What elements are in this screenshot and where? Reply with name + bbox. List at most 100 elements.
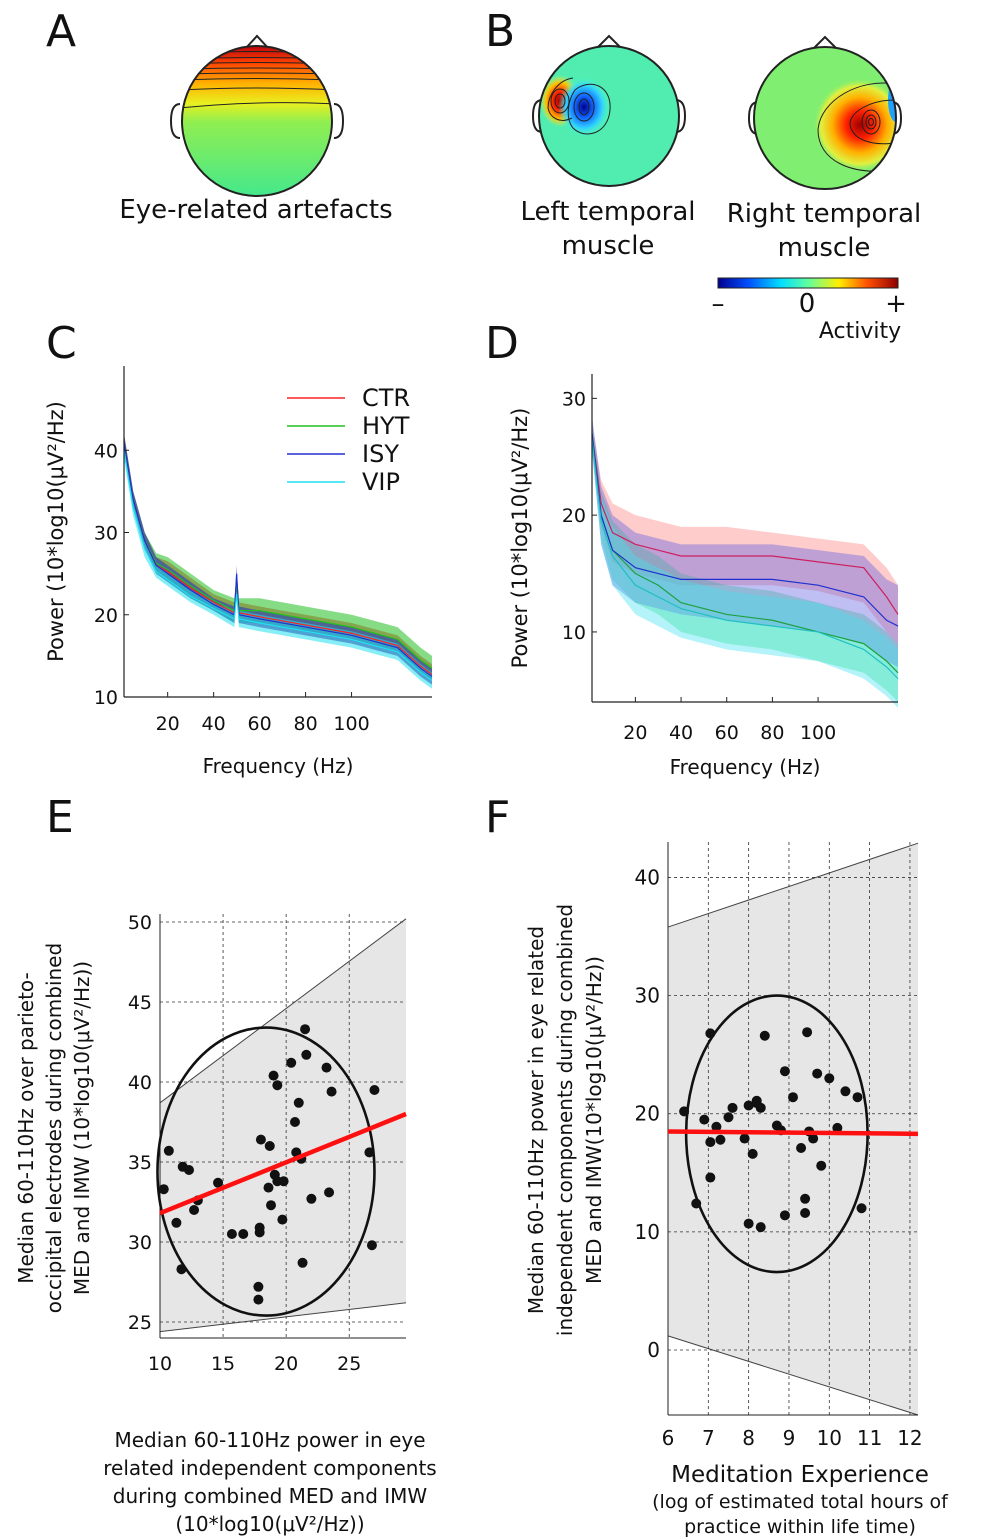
legend-label-ctr: CTR [362,384,410,412]
x-tick-label: 20 [274,1353,298,1375]
data-point [263,1182,274,1193]
x-axis-label: Meditation Experience [671,1462,929,1488]
y-tick-label: 10 [635,1220,660,1244]
data-point [163,1145,174,1156]
x-tick-label: 60 [715,722,739,744]
band-lower-edge [667,1335,919,1416]
x-tick-label: 8 [742,1426,755,1450]
y-axis-label-line-3: MED and IMW(10*log10(μV²/Hz)) [582,956,606,1284]
data-point [679,1106,690,1117]
data-point [711,1121,722,1132]
confidence-ellipse [156,1026,376,1317]
data-point [278,1176,289,1187]
data-point [743,1218,754,1229]
colorbar-gradient [717,277,899,289]
caption-eye-artefacts: Eye-related artefacts [119,195,392,225]
data-point [802,1027,813,1038]
caption-left-temporal-1: Left temporal [521,197,696,227]
data-point [691,1198,702,1209]
x-tick-label: 9 [783,1426,796,1450]
band-upper-edge [159,918,407,1104]
data-point [812,1068,823,1079]
data-point [800,1193,811,1204]
data-point [226,1229,237,1239]
data-point [800,1207,811,1218]
x-axis-label-line-1: Median 60-110Hz power in eye [114,1428,425,1452]
colorbar-label: Activity [819,319,901,344]
y-tick-label: 30 [635,984,660,1008]
band-upper-edge [667,842,919,928]
x-tick-label: 10 [148,1353,172,1375]
data-point [779,1066,790,1077]
caption-left-temporal-2: muscle [562,231,655,261]
data-point [364,1147,375,1158]
data-point [306,1193,317,1204]
x-axis-label-line-3: during combined MED and IMW [113,1484,428,1508]
y-tick-label: 30 [94,523,118,545]
data-point [277,1214,288,1225]
y-tick-label: 50 [128,912,152,934]
data-point [253,1281,264,1292]
data-point [832,1122,843,1133]
data-point [254,1227,265,1238]
data-point [268,1070,279,1081]
y-axis-label-line-2: occipital electrodes during combined [42,943,66,1313]
line-vip [123,450,433,682]
data-point [321,1062,332,1073]
colorbar-minus: – [712,289,725,319]
data-point [816,1160,827,1171]
y-tick-label: 10 [562,622,586,644]
data-point [755,1222,766,1233]
data-point [779,1210,790,1221]
legend-label-isy: ISY [362,440,399,468]
data-point [747,1148,758,1159]
data-point [286,1057,297,1068]
data-point [840,1086,851,1097]
data-point [723,1112,734,1123]
chart-f: 0 10 20 30 40 6 7 8 9 10 11 12 Median 60-110Hz power… [524,842,949,1538]
data-point [266,1200,277,1211]
data-point [699,1114,710,1125]
x-tick-label: 100 [333,713,369,735]
x-axis-label: Frequency (Hz) [203,754,354,778]
y-axis-label-line-2: independent components during combined [553,904,577,1336]
y-tick-label: 20 [94,605,118,627]
data-point [293,1097,304,1108]
caption-right-temporal-2: muscle [778,233,871,263]
x-axis-label-line-4: (10*log10(μV²/Hz)) [175,1512,364,1536]
x-tick-label: 25 [337,1353,361,1375]
y-tick-label: 30 [562,388,586,410]
confidence-band [160,918,406,1332]
band-vip [592,427,898,708]
x-tick-label: 100 [800,722,836,744]
y-tick-label: 40 [128,1072,152,1094]
x-tick-label: 11 [857,1426,882,1450]
data-point [369,1085,380,1095]
data-point [788,1092,798,1103]
band-hyt [592,421,898,702]
data-point [272,1080,283,1091]
data-point [297,1257,308,1268]
x-axis-sublabel-line-1: (log of estimated total hours of [652,1491,949,1513]
data-point [324,1187,335,1198]
data-point [727,1102,738,1113]
topomap-eye [169,34,345,197]
data-point [213,1177,224,1188]
y-tick-label: 25 [128,1312,152,1334]
data-point [705,1137,716,1148]
data-point [755,1102,766,1113]
x-tick-label: 10 [817,1426,842,1450]
y-tick-label: 0 [647,1338,660,1362]
data-point [715,1134,726,1145]
band-hyt [124,433,432,681]
data-point [808,1133,819,1144]
y-tick-label: 30 [128,1232,152,1254]
caption-right-temporal-1: Right temporal [727,199,922,229]
x-tick-label: 6 [662,1426,675,1450]
data-point [264,1141,275,1151]
y-tick-label: 40 [635,865,660,889]
x-tick-label: 20 [623,722,647,744]
chart-d: 10 20 30 20 40 60 80 100 Frequency (Hz) Power (10… [508,374,899,779]
data-point [189,1205,200,1215]
